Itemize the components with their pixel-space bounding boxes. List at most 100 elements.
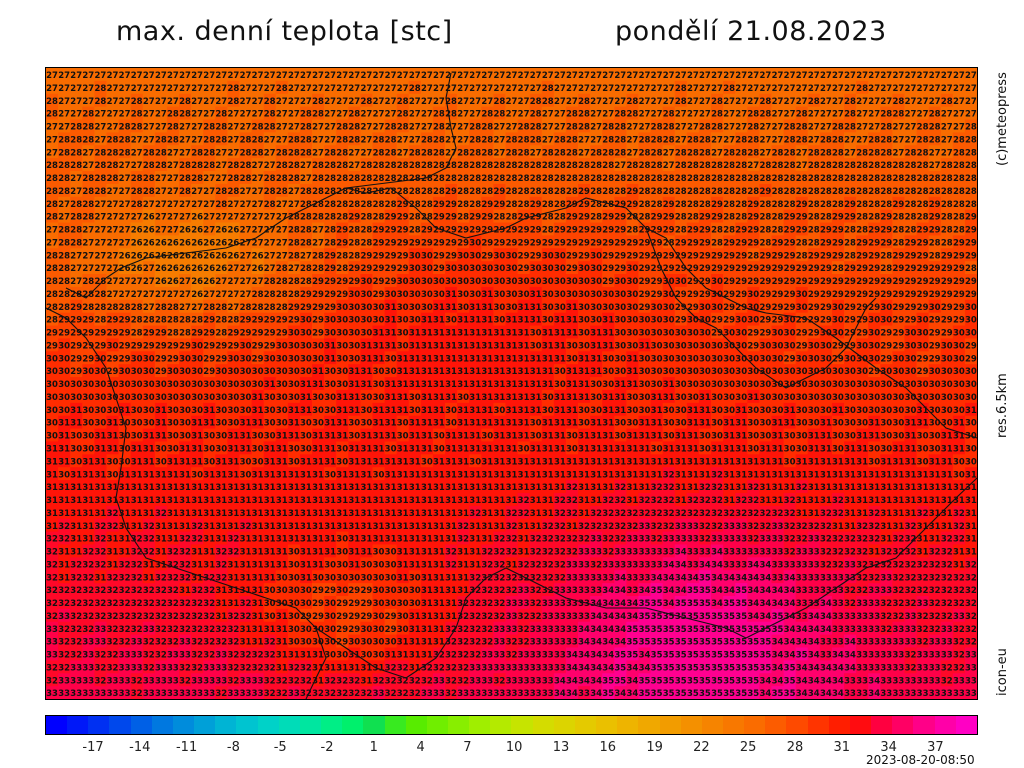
grid-value: 28 (905, 213, 917, 223)
grid-value: 28 (772, 226, 784, 236)
grid-value: 27 (324, 135, 336, 145)
grid-value: 27 (203, 226, 215, 236)
grid-value: 28 (360, 161, 372, 171)
grid-value: 27 (663, 161, 675, 171)
grid-value: 29 (735, 264, 747, 274)
grid-value: 28 (518, 187, 530, 197)
grid-value: 28 (469, 200, 481, 210)
grid-value: 27 (167, 200, 179, 210)
grid-value: 27 (747, 97, 759, 107)
grid-value: 30 (554, 251, 566, 261)
grid-value: 28 (590, 161, 602, 171)
grid-value: 28 (759, 97, 771, 107)
grid-cell (626, 68, 640, 82)
grid-value: 28 (409, 187, 421, 197)
grid-value: 29 (687, 226, 699, 236)
grid-value: 28 (360, 226, 372, 236)
grid-value: 28 (892, 226, 904, 236)
grid-value: 27 (905, 135, 917, 145)
grid-value: 27 (421, 97, 433, 107)
grid-value: 28 (348, 200, 360, 210)
grid-value: 27 (941, 148, 953, 158)
grid-value: 28 (844, 226, 856, 236)
grid-value: 27 (457, 135, 469, 145)
grid-value: 27 (167, 148, 179, 158)
grid-value: 27 (905, 71, 917, 81)
grid-value: 28 (518, 161, 530, 171)
grid-value: 26 (215, 251, 227, 261)
grid-value: 29 (929, 213, 941, 223)
grid-value: 27 (360, 84, 372, 94)
grid-value: 28 (300, 264, 312, 274)
grid-value: 27 (554, 97, 566, 107)
grid-value: 28 (917, 135, 929, 145)
grid-value: 28 (324, 213, 336, 223)
grid-value: 27 (252, 84, 264, 94)
grid-value: 27 (312, 226, 324, 236)
grid-value: 26 (203, 264, 215, 274)
grid-value: 28 (929, 174, 941, 184)
grid-cell (602, 68, 615, 82)
grid-value: 29 (421, 238, 433, 248)
grid-value: 27 (711, 148, 723, 158)
grid-value: 28 (566, 187, 578, 197)
grid-cell (964, 68, 977, 82)
map-title: max. denní teplota [stc] (116, 16, 453, 47)
grid-value: 27 (385, 97, 397, 107)
grid-value: 28 (832, 148, 844, 158)
grid-value: 27 (227, 135, 239, 145)
grid-value: 27 (397, 71, 409, 81)
grid-value: 28 (421, 135, 433, 145)
grid-value: 28 (796, 187, 808, 197)
grid-value: 28 (711, 187, 723, 197)
grid-value: 27 (747, 161, 759, 171)
grid-value: 28 (941, 161, 953, 171)
grid-value: 27 (965, 110, 977, 120)
grid-cell (759, 68, 773, 82)
grid-value: 27 (687, 71, 699, 81)
grid-value: 28 (663, 174, 675, 184)
grid-value: 28 (711, 123, 723, 133)
grid-value: 28 (82, 110, 94, 120)
grid-value: 29 (445, 251, 457, 261)
grid-value: 28 (602, 123, 614, 133)
grid-value: 30 (421, 264, 433, 274)
grid-value: 27 (626, 148, 638, 158)
grid-value: 28 (240, 135, 252, 145)
grid-value: 27 (119, 97, 131, 107)
grid-value: 27 (336, 110, 348, 120)
grid-value: 28 (518, 200, 530, 210)
grid-value: 28 (663, 123, 675, 133)
grid-value: 28 (602, 135, 614, 145)
grid-value: 27 (518, 97, 530, 107)
grid-value: 27 (421, 123, 433, 133)
grid-value: 29 (663, 226, 675, 236)
grid-value: 28 (856, 148, 868, 158)
grid-value: 27 (747, 71, 759, 81)
grid-value: 28 (566, 135, 578, 145)
grid-value: 29 (747, 213, 759, 223)
grid-value: 27 (46, 148, 58, 158)
grid-value: 28 (107, 174, 119, 184)
grid-value: 28 (820, 135, 832, 145)
grid-value: 29 (433, 251, 445, 261)
grid-cell (432, 80, 446, 95)
grid-value: 28 (433, 110, 445, 120)
grid-value: 29 (832, 226, 844, 236)
grid-value: 29 (796, 226, 808, 236)
grid-value: 27 (905, 123, 917, 133)
grid-value: 29 (469, 213, 481, 223)
grid-cell (263, 80, 277, 95)
grid-value: 30 (457, 264, 469, 274)
grid-value: 28 (276, 84, 288, 94)
grid-value: 28 (542, 200, 554, 210)
grid-cell (203, 80, 216, 95)
grid-value: 29 (747, 200, 759, 210)
grid-value: 28 (772, 148, 784, 158)
grid-value: 28 (917, 148, 929, 158)
grid-value: 28 (590, 213, 602, 223)
grid-value: 28 (421, 200, 433, 210)
grid-value: 29 (868, 251, 880, 261)
grid-value: 27 (312, 123, 324, 133)
grid-value: 29 (518, 264, 530, 274)
